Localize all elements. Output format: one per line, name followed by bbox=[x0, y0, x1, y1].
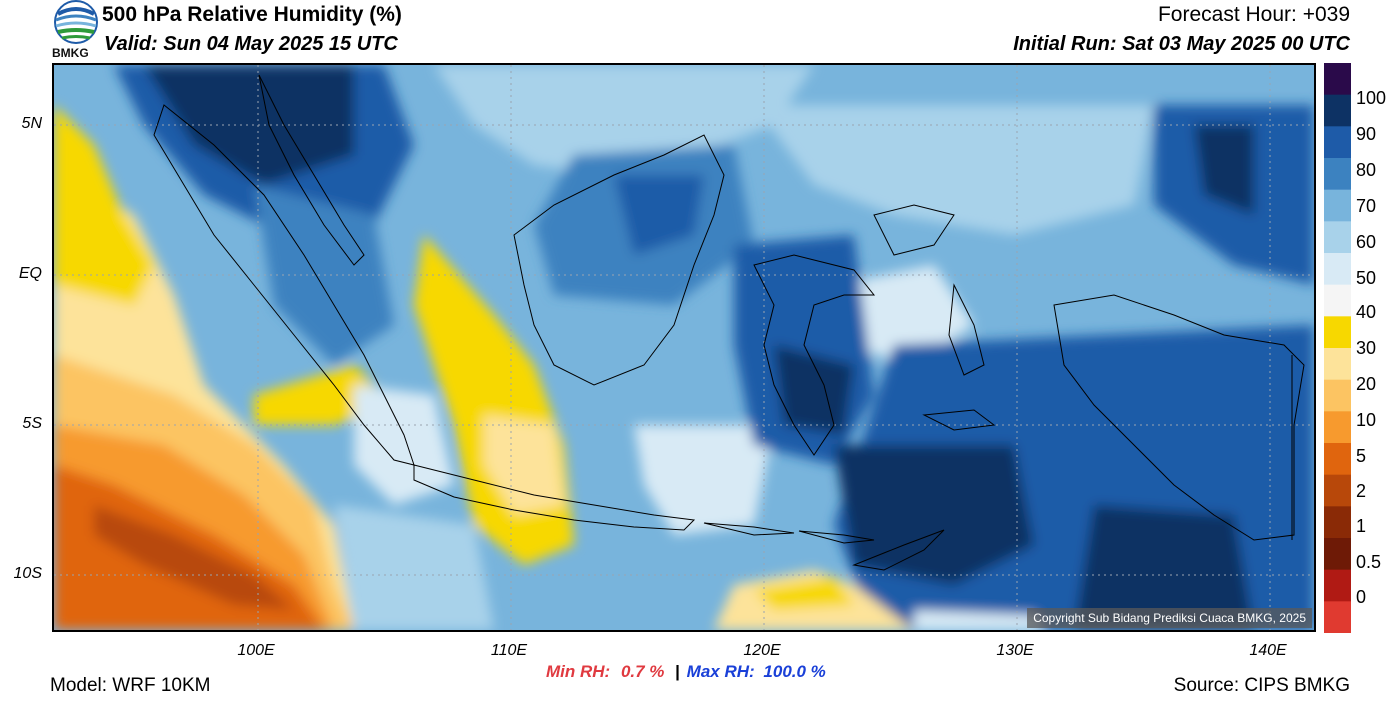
colorbar-swatch bbox=[1324, 284, 1351, 317]
bmkg-logo bbox=[52, 0, 100, 60]
colorbar-swatch bbox=[1324, 538, 1351, 571]
colorbar-swatch bbox=[1324, 379, 1351, 412]
colorbar-label: 40 bbox=[1356, 302, 1377, 322]
colorbar-swatch bbox=[1324, 189, 1351, 222]
colorbar-swatch bbox=[1324, 253, 1351, 286]
data-source: Source: CIPS BMKG bbox=[1173, 675, 1350, 696]
colorbar-swatch bbox=[1324, 569, 1351, 602]
lon-label-100e: 100E bbox=[237, 642, 275, 659]
coastlines bbox=[153, 74, 1305, 571]
max-rh-value: 100.0 % bbox=[763, 662, 826, 681]
max-rh-label: Max RH: bbox=[686, 662, 755, 681]
colorbar-label: 100 bbox=[1356, 88, 1387, 108]
colorbar-swatch bbox=[1324, 348, 1351, 381]
graticule bbox=[54, 65, 1314, 630]
min-rh-label: Min RH: bbox=[546, 662, 611, 681]
lat-label-eq: EQ bbox=[18, 265, 42, 282]
colorbar-label: 90 bbox=[1356, 124, 1377, 144]
colorbar-label: 5 bbox=[1356, 446, 1367, 466]
lat-label-5n: 5N bbox=[21, 115, 42, 132]
colorbar-label: 2 bbox=[1356, 481, 1367, 501]
lon-label-140e: 140E bbox=[1249, 642, 1287, 659]
colorbar-swatch bbox=[1324, 158, 1351, 191]
lon-label-110e: 110E bbox=[490, 642, 528, 659]
logo-text: BMKG bbox=[52, 46, 89, 60]
colorbar-swatch bbox=[1324, 94, 1351, 127]
colorbar-label: 80 bbox=[1356, 160, 1377, 180]
colorbar-swatches bbox=[1324, 63, 1351, 634]
colorbar-swatch bbox=[1324, 411, 1351, 444]
model-name: Model: WRF 10KM bbox=[50, 675, 211, 696]
colorbar-swatch bbox=[1324, 601, 1351, 634]
humidity-field bbox=[54, 65, 1314, 630]
lat-label-10s: 10S bbox=[13, 565, 42, 582]
colorbar-label: 70 bbox=[1356, 196, 1377, 216]
colorbar-label: 20 bbox=[1356, 374, 1377, 394]
colorbar-label: 60 bbox=[1356, 232, 1377, 252]
colorbar-label: 0 bbox=[1356, 587, 1367, 607]
copyright-note: Copyright Sub Bidang Prediksi Cuaca BMKG… bbox=[1027, 608, 1312, 628]
colorbar-swatch bbox=[1324, 63, 1351, 96]
initial-run: Initial Run: Sat 03 May 2025 00 UTC bbox=[1013, 33, 1350, 55]
min-rh-value: 0.7 % bbox=[620, 662, 665, 681]
humidity-map: Copyright Sub Bidang Prediksi Cuaca BMKG… bbox=[52, 63, 1316, 632]
colorbar-swatch bbox=[1324, 221, 1351, 254]
colorbar-label: 0.5 bbox=[1356, 552, 1382, 572]
colorbar-swatch bbox=[1324, 443, 1351, 476]
colorbar-swatch bbox=[1324, 506, 1351, 539]
colorbar-swatch bbox=[1324, 474, 1351, 507]
lon-label-130e: 130E bbox=[996, 642, 1034, 659]
colorbar-label: 50 bbox=[1356, 268, 1377, 288]
map-title: 500 hPa Relative Humidity (%) bbox=[102, 3, 402, 26]
forecast-hour: Forecast Hour: +039 bbox=[1157, 3, 1350, 26]
bmkg-logo-icon bbox=[54, 0, 98, 44]
stat-separator: | bbox=[675, 662, 680, 681]
colorbar-swatch bbox=[1324, 126, 1351, 159]
colorbar bbox=[1324, 63, 1351, 634]
colorbar-swatch bbox=[1324, 316, 1351, 349]
lat-label-5s: 5S bbox=[22, 415, 42, 432]
lon-label-120e: 120E bbox=[743, 642, 781, 659]
min-rh: Min RH: 0.7 % | Max RH: 100.0 % bbox=[546, 662, 826, 682]
valid-time: Valid: Sun 04 May 2025 15 UTC bbox=[104, 33, 398, 55]
colorbar-label: 10 bbox=[1356, 410, 1377, 430]
colorbar-label: 1 bbox=[1356, 516, 1367, 536]
colorbar-label: 30 bbox=[1356, 338, 1377, 358]
